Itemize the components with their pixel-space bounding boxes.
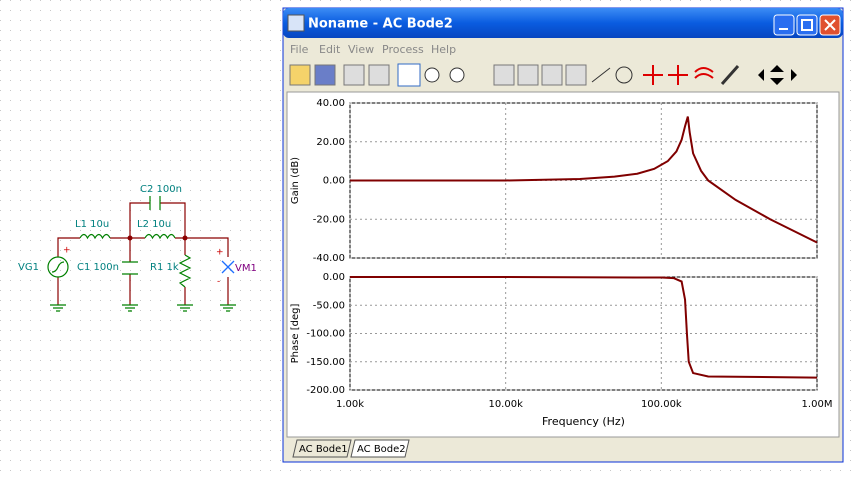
maximize-button[interactable] bbox=[796, 14, 818, 36]
tool-button[interactable] bbox=[289, 64, 311, 86]
tool-button[interactable] bbox=[643, 65, 688, 85]
tool-button[interactable] bbox=[517, 64, 539, 86]
y-axis-title: Phase [deg] bbox=[290, 304, 301, 364]
label: L1 10u bbox=[75, 219, 109, 230]
tabs: AC Bode1 AC Bode2 bbox=[292, 439, 410, 458]
scroll-buttons[interactable] bbox=[758, 65, 797, 85]
plot-area bbox=[349, 276, 818, 391]
y-tick-label: -40.00 bbox=[313, 253, 345, 264]
toolbar bbox=[287, 62, 839, 88]
tool-button[interactable] bbox=[720, 65, 740, 85]
data-line bbox=[350, 276, 818, 379]
minimize-button[interactable] bbox=[773, 14, 795, 36]
tool-button[interactable] bbox=[493, 64, 515, 86]
x-tick-label: 1.00M bbox=[802, 399, 833, 410]
menu-item[interactable]: File bbox=[290, 43, 309, 56]
tool-button[interactable] bbox=[368, 64, 390, 86]
label: C1 100n bbox=[77, 262, 119, 273]
tab[interactable] bbox=[350, 439, 410, 458]
tool-button[interactable] bbox=[449, 67, 465, 83]
tool-button[interactable] bbox=[541, 64, 563, 86]
y-tick-label: 0.00 bbox=[323, 272, 345, 283]
tool-button[interactable] bbox=[615, 66, 633, 84]
tab-label: AC Bode2 bbox=[357, 444, 406, 455]
label: C2 100n bbox=[140, 184, 182, 195]
label: VM1 bbox=[235, 263, 257, 274]
y-tick-label: -20.00 bbox=[313, 214, 345, 225]
window-title: Noname - AC Bode2 bbox=[308, 17, 453, 32]
x-tick-label: 10.00k bbox=[488, 399, 523, 410]
menu-item[interactable]: Process bbox=[382, 43, 424, 56]
pin: + bbox=[63, 246, 71, 256]
schematic: C2 100n L1 10u L2 10u VG1 C1 100n R1 1k … bbox=[18, 184, 257, 312]
tool-button[interactable] bbox=[424, 67, 440, 83]
menu-bar: File Edit View Process Help bbox=[290, 43, 456, 56]
label: L2 10u bbox=[137, 219, 171, 230]
tool-button[interactable] bbox=[314, 64, 336, 86]
menu-item[interactable]: Edit bbox=[319, 43, 341, 56]
y-tick-label: 20.00 bbox=[316, 137, 345, 148]
data-line bbox=[350, 116, 818, 244]
x-axis-title: Frequency (Hz) bbox=[542, 415, 625, 428]
tool-button[interactable] bbox=[343, 64, 365, 86]
pin: - bbox=[217, 277, 220, 287]
tab-label: AC Bode1 bbox=[299, 444, 348, 455]
y-tick-label: 40.00 bbox=[316, 98, 345, 109]
menu-item[interactable]: View bbox=[348, 43, 374, 56]
tool-button[interactable] bbox=[397, 63, 421, 87]
x-tick-label: 100.00k bbox=[641, 399, 682, 410]
label: VG1 bbox=[18, 262, 39, 273]
y-tick-label: -200.00 bbox=[306, 385, 345, 396]
y-tick-label: -100.00 bbox=[306, 329, 345, 340]
y-tick-label: -50.00 bbox=[313, 300, 345, 311]
x-tick-label: 1.00k bbox=[336, 399, 364, 410]
pin: + bbox=[216, 248, 224, 258]
y-tick-label: 0.00 bbox=[323, 176, 345, 187]
tool-button[interactable] bbox=[565, 64, 587, 86]
title-bar bbox=[283, 8, 843, 38]
y-axis-title: Gain (dB) bbox=[290, 157, 301, 204]
tool-button[interactable] bbox=[591, 67, 611, 83]
menu-item[interactable]: Help bbox=[431, 43, 456, 56]
label: R1 1k bbox=[150, 262, 179, 273]
tab[interactable] bbox=[292, 439, 352, 458]
app-icon bbox=[287, 14, 305, 32]
y-tick-label: -150.00 bbox=[306, 357, 345, 368]
tool-button[interactable] bbox=[694, 67, 714, 79]
